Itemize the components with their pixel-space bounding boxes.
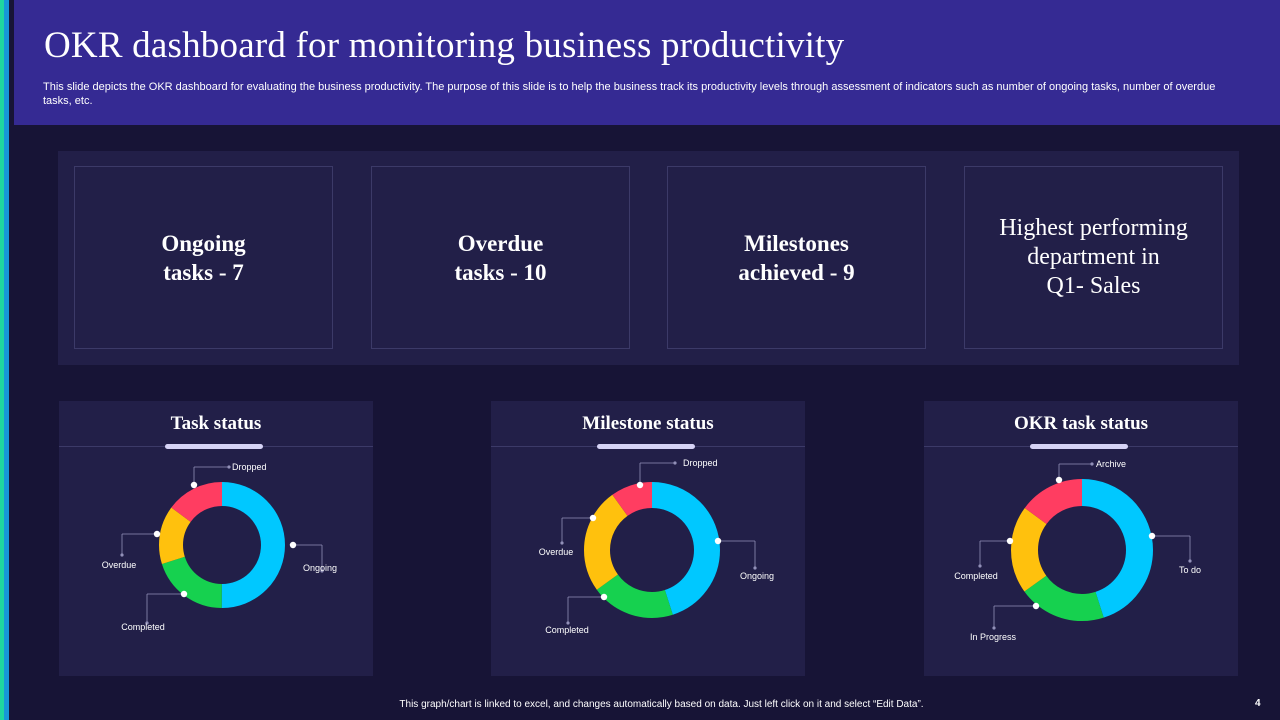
donut-ring — [584, 482, 720, 618]
page-subtitle: This slide depicts the OKR dashboard for… — [43, 81, 1216, 107]
title-underline — [1030, 444, 1128, 449]
legend-label-in-progress: In Progress — [970, 632, 1017, 642]
okr-task-status-panel: OKR task status To do In Progress Complete… — [924, 401, 1238, 676]
donut-slice-in-progress[interactable] — [1011, 479, 1153, 621]
header: OKR dashboard for monitoring business pr… — [14, 0, 1280, 125]
legend-label-completed: Completed — [545, 625, 589, 635]
kpi-panel: Ongoing tasks - 7 Overdue tasks - 10 Mil… — [58, 151, 1239, 365]
callout-end-dot — [566, 621, 570, 625]
donut-slice-dropped[interactable] — [159, 482, 285, 608]
callout-end-dot — [320, 569, 324, 573]
legend-label-to-do: To do — [1179, 565, 1201, 575]
milestone-status-chart[interactable]: Ongoing Completed Overdue Dropped — [491, 401, 805, 676]
page-number: 4 — [1255, 698, 1261, 709]
callout-anchor-dot — [636, 481, 644, 489]
callout-anchor-dot — [153, 530, 161, 538]
donut-ring — [159, 482, 285, 608]
kpi-card-department: Highest performing department in Q1- Sal… — [964, 166, 1223, 349]
callout-end-dot — [145, 621, 149, 625]
donut-slice-dropped[interactable] — [584, 482, 720, 618]
legend-label-overdue: Overdue — [539, 547, 574, 557]
donut-slice-overdue[interactable] — [584, 482, 720, 618]
legend-label-overdue: Overdue — [102, 560, 137, 570]
footer-note: This graph/chart is linked to excel, and… — [399, 699, 924, 710]
callout-anchor-dot — [289, 541, 297, 549]
callout-anchor-dot — [1006, 537, 1014, 545]
legend-label-ongoing: Ongoing — [740, 571, 774, 581]
milestone-status-panel: Milestone status Ongoing Completed Overdue… — [491, 401, 805, 676]
callout-anchor-dot — [1032, 602, 1040, 610]
callout-anchor-dot — [600, 593, 608, 601]
legend-label-archive: Archive — [1096, 459, 1126, 469]
kpi-card-overdue: Overdue tasks - 10 — [371, 166, 630, 349]
kpi-overdue-text: Overdue tasks - 10 — [454, 230, 547, 285]
legend-label-completed: Completed — [121, 622, 165, 632]
callout-end-dot — [120, 553, 124, 557]
title-underline — [597, 444, 695, 449]
legend-label-dropped: Dropped — [232, 462, 267, 472]
callout-end-dot — [992, 626, 996, 630]
donut-slice-archive[interactable] — [1011, 479, 1153, 621]
okr-task-status-title: OKR task status — [1013, 413, 1149, 434]
legend-label-completed: Completed — [954, 571, 998, 581]
legend-label-dropped: Dropped — [683, 458, 718, 468]
callout-end-dot — [227, 465, 231, 469]
accent-bar — [0, 0, 14, 720]
page-title: OKR dashboard for monitoring business pr… — [44, 25, 845, 66]
donut-slice-overdue[interactable] — [159, 482, 285, 608]
kpi-card-milestones: Milestones achieved - 9 — [667, 166, 926, 349]
task-status-panel: Task status Ongoing Completed Overdue Dropp… — [59, 401, 373, 676]
legend-label-ongoing: Ongoing — [303, 563, 337, 573]
callout-anchor-dot — [1055, 476, 1063, 484]
donut-slice-completed[interactable] — [584, 482, 720, 618]
callout-end-dot — [1188, 559, 1192, 563]
callout-end-dot — [978, 564, 982, 568]
task-status-chart[interactable]: Ongoing Completed Overdue Dropped — [59, 401, 373, 676]
kpi-ongoing-text: Ongoing tasks - 7 — [161, 230, 246, 285]
callout-end-dot — [673, 461, 677, 465]
callout-anchor-dot — [589, 514, 597, 522]
kpi-milestones-text: Milestones achieved - 9 — [738, 230, 855, 285]
donut-ring — [1011, 479, 1153, 621]
milestone-status-title: Milestone status — [582, 413, 714, 434]
callout-end-dot — [1090, 462, 1094, 466]
callout-end-dot — [560, 541, 564, 545]
kpi-card-ongoing: Ongoing tasks - 7 — [74, 166, 333, 349]
callout-end-dot — [753, 566, 757, 570]
donut-slice-completed[interactable] — [1011, 479, 1153, 621]
callout-anchor-dot — [180, 590, 188, 598]
callout-anchor-dot — [1148, 532, 1156, 540]
title-underline — [165, 444, 263, 449]
callout-anchor-dot — [714, 537, 722, 545]
task-status-title: Task status — [170, 413, 262, 434]
kpi-department-text: Highest performing department in Q1- Sal… — [999, 215, 1188, 299]
okr-task-status-chart[interactable]: To do In Progress Completed Archive — [924, 401, 1238, 676]
callout-anchor-dot — [190, 481, 198, 489]
